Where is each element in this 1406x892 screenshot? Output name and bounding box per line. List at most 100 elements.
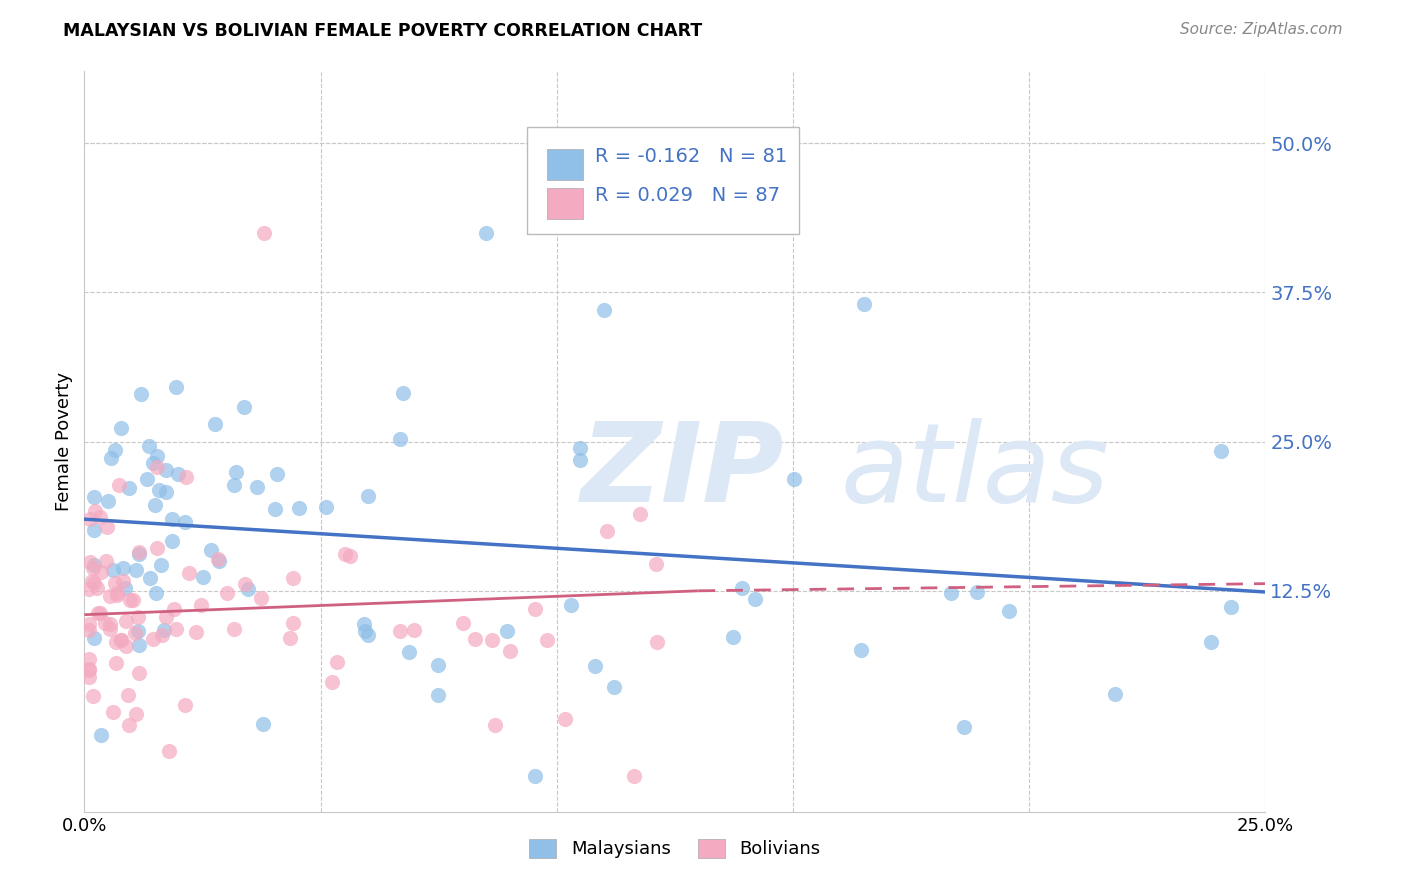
Point xyxy=(82,561,104,575)
Point xyxy=(852,297,875,311)
Point xyxy=(77,582,100,597)
Point xyxy=(628,507,651,521)
Point xyxy=(190,598,212,612)
Point xyxy=(966,585,988,599)
Point xyxy=(110,421,132,435)
Point xyxy=(83,575,105,590)
Point xyxy=(250,591,273,606)
Point xyxy=(98,589,121,603)
Point xyxy=(80,574,103,588)
Point xyxy=(721,630,744,644)
FancyBboxPatch shape xyxy=(547,188,582,219)
Point xyxy=(215,586,238,600)
Point xyxy=(153,623,176,637)
Point xyxy=(157,744,180,758)
Point xyxy=(93,616,115,631)
Point xyxy=(105,656,128,670)
Point xyxy=(398,645,420,659)
Point xyxy=(356,628,378,642)
Point xyxy=(83,631,105,645)
Point xyxy=(105,634,128,648)
Point xyxy=(225,465,247,479)
Point xyxy=(207,552,229,566)
Point xyxy=(115,639,138,653)
Point xyxy=(568,453,591,467)
Point xyxy=(96,520,118,534)
Point xyxy=(128,665,150,680)
Point xyxy=(246,479,269,493)
Point xyxy=(224,622,246,636)
Point xyxy=(150,628,173,642)
Point xyxy=(83,558,105,573)
Point xyxy=(427,657,450,672)
Point xyxy=(484,718,506,732)
Point xyxy=(166,622,188,636)
Point xyxy=(402,623,425,637)
Point xyxy=(644,557,666,571)
Point xyxy=(124,625,146,640)
Point xyxy=(453,616,475,631)
Point xyxy=(333,547,356,561)
Point xyxy=(354,624,377,639)
Point xyxy=(98,617,121,632)
Point xyxy=(782,472,804,486)
Point xyxy=(128,544,150,558)
Point xyxy=(104,442,127,457)
Point xyxy=(79,556,101,570)
Point xyxy=(204,417,226,431)
Point xyxy=(568,441,591,455)
Point xyxy=(101,705,124,719)
Point xyxy=(128,638,150,652)
Point xyxy=(97,494,120,508)
Point xyxy=(167,467,190,482)
Point xyxy=(283,571,305,585)
Point xyxy=(145,586,167,600)
Point xyxy=(583,659,606,673)
Point xyxy=(77,623,100,637)
Point xyxy=(523,601,546,615)
Point xyxy=(953,720,976,734)
Point xyxy=(593,303,616,318)
Point xyxy=(155,463,177,477)
Legend: Malaysians, Bolivians: Malaysians, Bolivians xyxy=(522,832,828,865)
Point xyxy=(554,712,576,726)
Point xyxy=(117,688,139,702)
Point xyxy=(83,523,105,537)
Point xyxy=(127,624,149,639)
Point xyxy=(145,459,167,474)
Point xyxy=(83,490,105,504)
Point xyxy=(339,549,361,563)
Point xyxy=(1199,635,1222,649)
Point xyxy=(233,401,256,415)
Point xyxy=(495,624,517,638)
Point xyxy=(165,380,187,394)
Point xyxy=(107,588,129,602)
Y-axis label: Female Poverty: Female Poverty xyxy=(55,372,73,511)
Point xyxy=(353,616,375,631)
Point xyxy=(77,670,100,684)
Point xyxy=(160,512,183,526)
Point xyxy=(184,625,207,640)
Point xyxy=(560,599,582,613)
Point xyxy=(426,688,449,702)
Point xyxy=(647,635,669,649)
Point xyxy=(150,558,173,573)
Point xyxy=(731,581,754,595)
FancyBboxPatch shape xyxy=(527,127,799,235)
Text: atlas: atlas xyxy=(841,417,1109,524)
Text: R = -0.162   N = 81: R = -0.162 N = 81 xyxy=(595,147,787,166)
Point xyxy=(325,655,347,669)
Point xyxy=(464,632,486,647)
Point xyxy=(481,633,503,648)
Point xyxy=(357,489,380,503)
Point xyxy=(173,515,195,529)
Point xyxy=(603,680,626,694)
Point xyxy=(82,689,104,703)
Point xyxy=(288,500,311,515)
Point xyxy=(128,547,150,561)
Point xyxy=(101,563,124,577)
Text: Source: ZipAtlas.com: Source: ZipAtlas.com xyxy=(1180,22,1343,37)
Point xyxy=(177,566,200,581)
Point xyxy=(110,632,132,647)
Point xyxy=(118,718,141,732)
